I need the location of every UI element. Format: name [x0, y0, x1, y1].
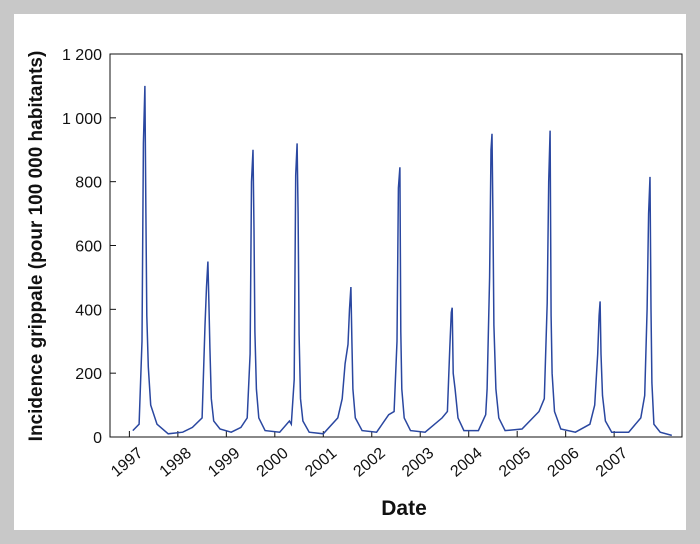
y-tick-label: 1 200	[62, 47, 102, 64]
x-axis-label: Date	[381, 497, 427, 520]
y-tick-label: 800	[75, 175, 102, 192]
data-line	[132, 85, 672, 437]
y-tick-label: 200	[75, 366, 102, 383]
y-tick-label: 0	[93, 430, 102, 447]
y-tick-label: 600	[75, 239, 102, 256]
y-tick-label: 400	[75, 302, 102, 319]
panel	[14, 14, 686, 530]
y-tick-label: 1 000	[62, 111, 102, 128]
y-axis-label: Incidence grippale (pour 100 000 habitan…	[26, 51, 47, 442]
